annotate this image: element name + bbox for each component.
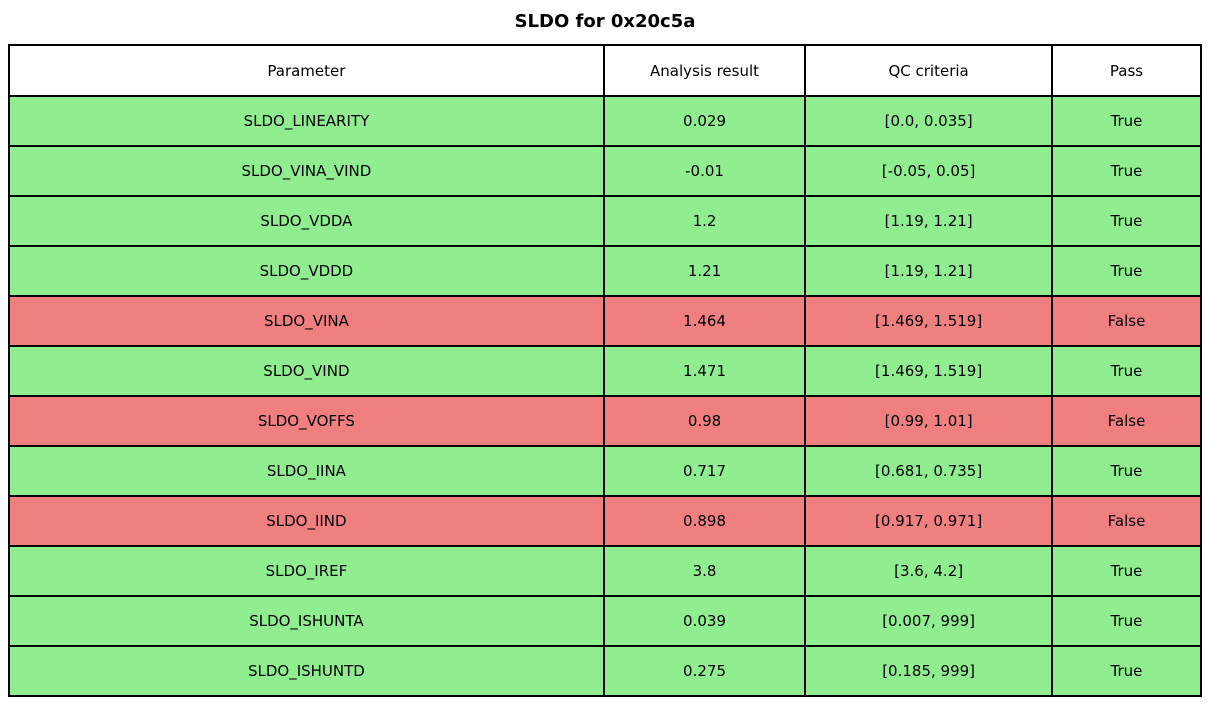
cell-parameter: SLDO_VOFFS [8, 395, 605, 447]
cell-parameter: SLDO_LINEARITY [8, 95, 605, 147]
cell-qc-criteria: [3.6, 4.2] [804, 545, 1053, 597]
cell-qc-criteria: [0.007, 999] [804, 595, 1053, 647]
cell-pass: True [1050, 545, 1203, 597]
cell-analysis-result: 1.471 [602, 345, 807, 397]
cell-analysis-result: 1.21 [602, 245, 807, 297]
table-body: SLDO_LINEARITY 0.029 [0.0, 0.035] True SLDO_… [8, 95, 1203, 697]
cell-parameter: SLDO_IIND [8, 495, 605, 547]
cell-parameter: SLDO_VDDD [8, 245, 605, 297]
cell-parameter: SLDO_VDDA [8, 195, 605, 247]
cell-analysis-result: 0.275 [602, 645, 807, 697]
cell-pass: True [1050, 595, 1203, 647]
page-title: SLDO for 0x20c5a [514, 11, 696, 32]
cell-qc-criteria: [0.185, 999] [804, 645, 1053, 697]
cell-qc-criteria: [1.469, 1.519] [804, 295, 1053, 347]
cell-qc-criteria: [-0.05, 0.05] [804, 145, 1053, 197]
table-row: SLDO_IIND 0.898 [0.917, 0.971] False [8, 495, 1203, 547]
column-header-analysis-result: Analysis result [602, 44, 807, 97]
table-row: SLDO_VINA 1.464 [1.469, 1.519] False [8, 295, 1203, 347]
cell-pass: False [1050, 495, 1203, 547]
cell-qc-criteria: [1.19, 1.21] [804, 195, 1053, 247]
cell-pass: True [1050, 345, 1203, 397]
cell-analysis-result: 1.2 [602, 195, 807, 247]
cell-analysis-result: 3.8 [602, 545, 807, 597]
cell-qc-criteria: [0.917, 0.971] [804, 495, 1053, 547]
cell-analysis-result: 1.464 [602, 295, 807, 347]
qc-results-table: Parameter Analysis result QC criteria Pass … [8, 44, 1203, 697]
cell-parameter: SLDO_VINA [8, 295, 605, 347]
cell-pass: True [1050, 245, 1203, 297]
cell-parameter: SLDO_ISHUNTA [8, 595, 605, 647]
cell-parameter: SLDO_VIND [8, 345, 605, 397]
cell-qc-criteria: [0.99, 1.01] [804, 395, 1053, 447]
cell-qc-criteria: [1.19, 1.21] [804, 245, 1053, 297]
column-header-parameter: Parameter [8, 44, 605, 97]
table-row: SLDO_IREF 3.8 [3.6, 4.2] True [8, 545, 1203, 597]
cell-pass: False [1050, 295, 1203, 347]
column-header-qc-criteria: QC criteria [804, 44, 1053, 97]
table-row: SLDO_VINA_VIND -0.01 [-0.05, 0.05] True [8, 145, 1203, 197]
cell-parameter: SLDO_IREF [8, 545, 605, 597]
cell-parameter: SLDO_VINA_VIND [8, 145, 605, 197]
cell-analysis-result: -0.01 [602, 145, 807, 197]
cell-pass: True [1050, 645, 1203, 697]
table-row: SLDO_VOFFS 0.98 [0.99, 1.01] False [8, 395, 1203, 447]
table-row: SLDO_IINA 0.717 [0.681, 0.735] True [8, 445, 1203, 497]
cell-qc-criteria: [0.681, 0.735] [804, 445, 1053, 497]
cell-analysis-result: 0.039 [602, 595, 807, 647]
cell-parameter: SLDO_ISHUNTD [8, 645, 605, 697]
table-row: SLDO_LINEARITY 0.029 [0.0, 0.035] True [8, 95, 1203, 147]
table-row: SLDO_VIND 1.471 [1.469, 1.519] True [8, 345, 1203, 397]
table-row: SLDO_VDDA 1.2 [1.19, 1.21] True [8, 195, 1203, 247]
cell-analysis-result: 0.98 [602, 395, 807, 447]
cell-qc-criteria: [0.0, 0.035] [804, 95, 1053, 147]
cell-parameter: SLDO_IINA [8, 445, 605, 497]
cell-analysis-result: 0.029 [602, 95, 807, 147]
table-row: SLDO_ISHUNTA 0.039 [0.007, 999] True [8, 595, 1203, 647]
cell-analysis-result: 0.898 [602, 495, 807, 547]
cell-pass: False [1050, 395, 1203, 447]
table-row: SLDO_VDDD 1.21 [1.19, 1.21] True [8, 245, 1203, 297]
table-row: SLDO_ISHUNTD 0.275 [0.185, 999] True [8, 645, 1203, 697]
cell-pass: True [1050, 145, 1203, 197]
cell-qc-criteria: [1.469, 1.519] [804, 345, 1053, 397]
column-header-pass: Pass [1050, 44, 1203, 97]
cell-analysis-result: 0.717 [602, 445, 807, 497]
cell-pass: True [1050, 95, 1203, 147]
cell-pass: True [1050, 445, 1203, 497]
table-header-row: Parameter Analysis result QC criteria Pass [8, 44, 1203, 97]
cell-pass: True [1050, 195, 1203, 247]
